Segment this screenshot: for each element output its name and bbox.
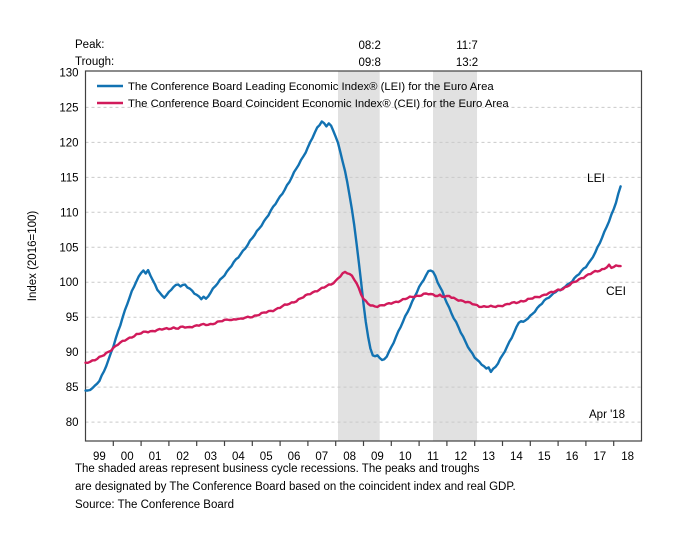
y-tick-label: 120 [59,137,78,149]
x-tick-label: 03 [204,451,217,463]
x-tick-label: 11 [427,451,439,463]
y-tick-label: 130 [59,67,78,79]
trough-row-label: Trough: [75,56,115,68]
y-tick-label: 125 [59,102,78,114]
lei-line [84,120,622,392]
x-tick-label: 07 [315,451,328,463]
x-tick-label: 15 [538,451,551,463]
x-tick-label: 05 [260,451,273,463]
last-point-date-annotation: Apr '18 [589,409,626,421]
y-tick-label: 80 [66,417,79,429]
x-tick-label: 08 [343,451,356,463]
recession-peak-date: 11:7 [456,40,478,52]
x-tick-label: 13 [482,451,495,463]
recession-peak-date: 08:2 [359,40,381,52]
y-tick-label: 110 [60,207,78,219]
x-tick-label: 12 [454,451,467,463]
footnote-source-line: Source: The Conference Board [75,499,234,511]
x-tick-label: 01 [149,451,162,463]
recession-band [433,71,478,441]
peak-row-label: Peak: [75,39,105,51]
y-tick-label: 95 [66,312,79,324]
cei-legend-label: The Conference Board Coincident Economic… [128,98,509,110]
x-tick-label: 99 [93,451,106,463]
footnote-line-1: The shaded areas represent business cycl… [75,463,480,475]
x-tick-label: 09 [371,451,384,463]
x-tick-label: 14 [510,451,523,463]
footnote-line-2: are designated by The Conference Board b… [75,481,516,493]
x-tick-label: 02 [176,451,189,463]
y-tick-label: 85 [66,382,79,394]
y-tick-label: 105 [59,242,78,254]
x-tick-label: 17 [593,451,606,463]
cei-line [84,263,622,364]
cei-series-annotation: CEI [606,284,627,298]
x-tick-label: 10 [399,451,412,463]
y-axis-title: Index (2016=100) [27,210,39,302]
x-tick-label: 16 [566,451,579,463]
x-tick-label: 18 [621,451,634,463]
y-tick-label: 90 [66,347,79,359]
lei-series-annotation: LEI [587,171,606,185]
recession-trough-date: 09:8 [359,57,381,69]
x-tick-label: 04 [232,451,245,463]
lei-legend-label: The Conference Board Leading Economic In… [128,81,494,93]
y-tick-label: 115 [60,172,78,184]
recession-trough-date: 13:2 [456,57,478,69]
x-tick-label: 00 [121,451,134,463]
x-tick-label: 06 [288,451,301,463]
y-tick-label: 100 [59,277,78,289]
